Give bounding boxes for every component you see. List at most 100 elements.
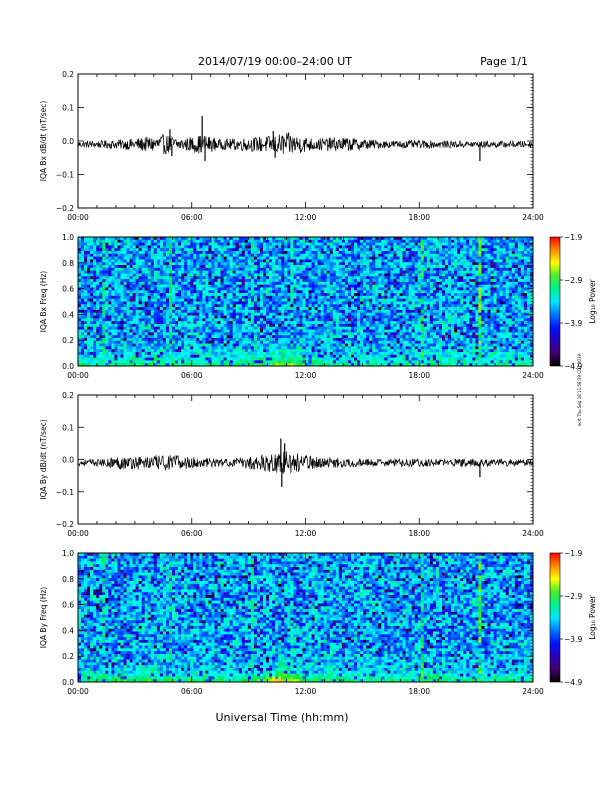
spectrogram-cell [329,346,334,350]
spectrogram-cell [181,309,185,314]
spectrogram-cell [263,267,267,271]
spectrogram-cell [156,262,161,266]
spectrogram-cell [272,346,276,350]
spectrogram-cell [381,307,385,311]
spectrogram-cell [369,281,373,285]
spectrogram-cell [156,332,161,336]
spectrogram-cell [205,357,209,361]
spectrogram-cell [169,237,173,241]
spectrogram-cell [263,248,267,252]
spectrogram-cell [375,270,379,274]
spectrogram-cell [217,346,221,350]
spectrogram-cell [314,251,318,255]
spectrogram-cell [275,337,279,342]
spectrogram-cell [87,312,91,316]
spectrogram-cell [165,363,170,367]
spectrogram-cell [111,284,115,288]
spectrogram-cell [311,259,315,263]
spectrogram-cell [165,259,170,263]
spectrogram-cell [341,242,346,246]
spectrogram-cell [293,265,297,269]
spectrogram-cell [269,287,273,291]
spectrogram-cell [214,248,218,252]
spectrogram-cell [390,259,394,263]
spectrogram-cell [211,284,215,288]
spectrogram-cell [272,239,276,243]
spectrogram-cell [199,259,203,263]
spectrogram-cell [372,315,376,319]
spectrogram-cell [250,343,255,347]
spectrogram-cell [96,267,100,271]
spectrogram-cell [287,259,291,263]
spectrogram-cell [156,307,161,311]
spectrogram-cell [244,281,249,285]
spectrogram-cell [260,281,264,285]
spectrogram-cell [184,265,188,269]
spectrogram-cell [287,363,291,367]
spectrogram-cell [235,293,240,297]
spectrogram-cell [354,337,358,342]
spectrogram-cell [317,335,321,339]
spectrogram-cell [156,245,161,249]
spectrogram-cell [214,284,218,288]
spectrogram-cell [290,293,294,297]
spectrogram-cell [211,326,215,330]
spectrogram-cell [93,346,97,350]
spectrogram-cell [232,301,237,305]
spectrogram-cell [111,276,115,280]
spectrogram-cell [138,318,142,322]
spectrogram-cell [117,315,121,319]
spectrogram-cell [81,301,85,305]
spectrogram-cell [235,309,240,314]
spectrogram-cell [341,312,346,316]
spectrogram-cell [126,357,130,361]
spectrogram-cell [360,318,364,322]
spectrogram-cell [120,304,124,308]
spectrogram-cell [287,293,291,297]
spectrogram-cell [384,242,388,246]
spectrogram-cell [335,318,340,322]
spectrogram-cell [247,301,252,305]
spectrogram-cell [287,251,291,255]
spectrogram-cell [196,281,200,285]
spectrogram-cell [338,363,343,367]
spectrogram-cell [375,281,379,285]
spectrogram-cell [105,290,109,294]
spectrogram-cell [78,351,82,356]
spectrogram-cell [250,270,255,274]
spectrogram-cell [78,357,82,361]
spectrogram-cell [84,321,88,325]
spectrogram-cell [184,321,188,325]
spectrogram-cell [156,351,161,356]
spectrogram-cell [323,251,328,255]
spectrogram-cell [156,312,161,316]
spectrogram-cell [299,237,303,241]
spectrogram-cell [275,354,279,358]
spectrogram-cell [293,363,297,367]
spectrogram-cell [235,326,240,330]
spectrogram-cell [390,329,394,333]
spectrogram-cell [357,273,361,277]
spectrogram-cell [138,307,142,311]
spectrogram-cell [96,251,100,255]
spectrogram-cell [102,237,106,241]
spectrogram-cell [238,279,243,283]
spectrogram-cell [93,253,97,257]
spectrogram-cell [244,273,249,277]
spectrogram-cell [117,326,121,330]
spectrogram-cell [238,335,243,339]
spectrogram-cell [217,295,221,299]
spectrogram-cell [220,346,224,350]
spectrogram-cell [372,335,376,339]
spectrogram-cell [223,363,227,367]
spectrogram-cell [293,259,297,263]
spectrogram-cell [272,265,276,269]
spectrogram-cell [381,340,385,344]
spectrogram-cell [305,276,309,280]
spectrogram-cell [93,276,97,280]
spectrogram-cell [87,251,91,255]
spectrogram-cell [263,354,267,358]
spectrogram-cell [320,307,324,311]
spectrogram-cell [214,337,218,342]
spectrogram-cell [375,340,379,344]
